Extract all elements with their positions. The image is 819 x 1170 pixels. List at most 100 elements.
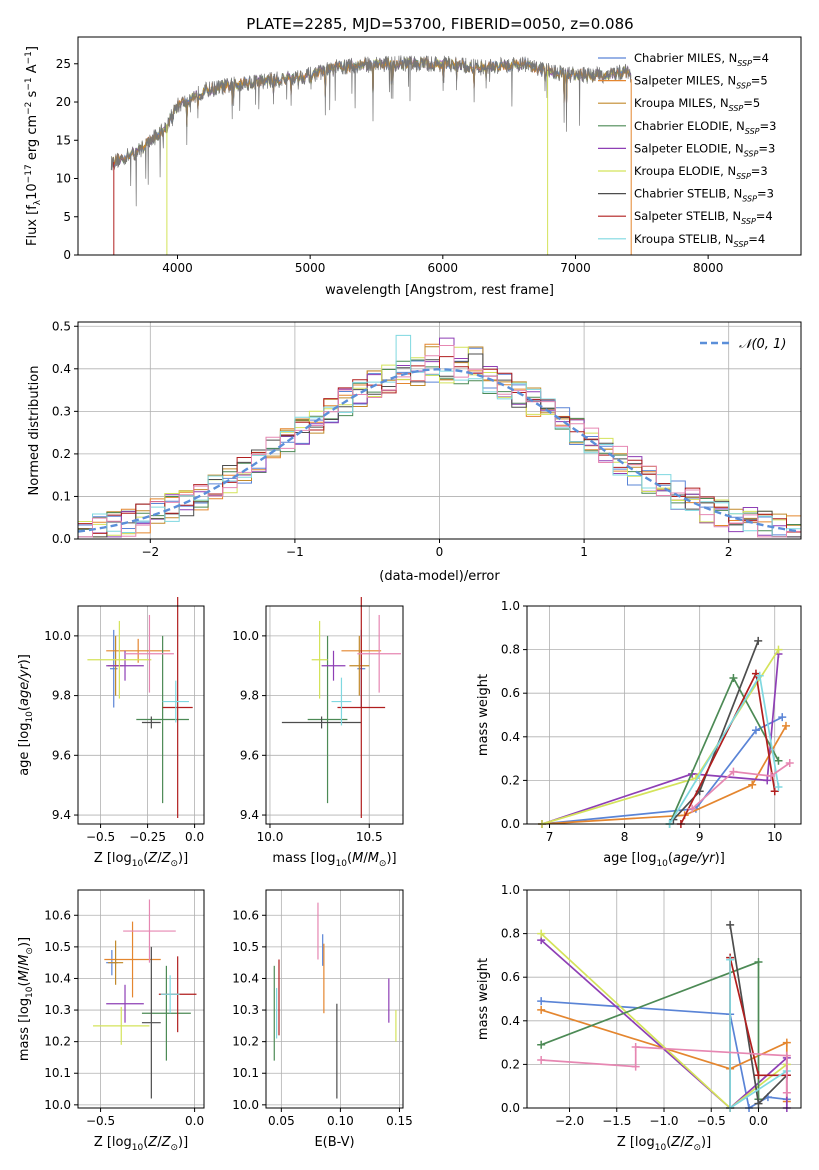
weight-marker — [754, 1071, 763, 1080]
y-axis-label: mass weight — [476, 958, 491, 1040]
legend-label: Chabrier STELIB, NSSP=3 — [634, 187, 774, 204]
x-tick-label: 0.15 — [386, 1114, 413, 1128]
age_vs_mass-frame: 10.0 10.5 9.4 9.6 9.8 10.0 — [232, 605, 404, 844]
weight-marker — [782, 1038, 791, 1047]
y-tick-label: 10.4 — [44, 971, 71, 985]
y-tick-label: 10.6 — [232, 908, 259, 922]
histogram-lines — [78, 334, 801, 538]
weight-marker — [782, 1088, 791, 1097]
legend-label: Salpeter MILES, NSSP=5 — [634, 74, 768, 91]
y-tick-label: 10.6 — [44, 908, 71, 922]
data-spectrum-line — [110, 55, 632, 207]
y-tick-label: 10.2 — [232, 1035, 259, 1049]
axes-frame — [77, 36, 802, 256]
legend-label: Kroupa ELODIE, NSSP=3 — [634, 164, 768, 181]
y-tick-label: 0.8 — [501, 927, 520, 941]
y-axis-label: mass [log10(M/M⊙)] — [17, 937, 35, 1061]
weight-marker — [774, 645, 783, 654]
y-tick-label: 0.1 — [52, 489, 71, 503]
weight-series-line — [541, 725, 787, 825]
weight_vs_age-frame: 7 8 9 10 0.0 0.2 0.4 0.6 0.8 1.0 — [501, 599, 802, 844]
y-tick-label: 0.5 — [52, 319, 71, 333]
weight-marker — [537, 929, 546, 938]
weight-marker — [785, 758, 794, 767]
y-tick-label: 10 — [56, 172, 71, 186]
x-tick-label: 0.0 — [185, 1114, 204, 1128]
x-tick-label: 9 — [696, 830, 704, 844]
x-tick-label: 7000 — [560, 261, 591, 275]
y-tick-label: 25 — [56, 57, 71, 71]
residuals-frame: −2 −1 0 1 2 0.0 0.1 0.2 0.3 0.4 0.5 — [52, 319, 802, 559]
y-tick-label: 0.2 — [501, 773, 520, 787]
y-tick-label: 10.3 — [44, 1003, 71, 1017]
weight-marker — [770, 787, 779, 796]
x-tick-label: 10.0 — [257, 830, 284, 844]
weight-marker — [726, 955, 735, 964]
x-tick-label: 6000 — [428, 261, 459, 275]
axes-frame — [77, 889, 205, 1109]
axes-frame — [77, 605, 205, 825]
weight-marker — [754, 636, 763, 645]
legend-label: Salpeter STELIB, NSSP=4 — [634, 209, 773, 226]
y-tick-label: 0.0 — [52, 532, 71, 546]
weight-marker — [751, 726, 760, 735]
gaussian-curve — [78, 368, 799, 533]
x-tick-label: 8000 — [693, 261, 724, 275]
x-tick-label: −0.5 — [86, 830, 115, 844]
y-tick-label: 0.6 — [501, 686, 520, 700]
weight-marker — [766, 772, 775, 781]
x-axis-label: Z [log10(Z/Z⊙)] — [94, 1135, 188, 1153]
age_vs_mass-axes — [266, 606, 403, 824]
residual-legend: 𝒩(0, 1) — [700, 337, 786, 352]
y-tick-label: 9.8 — [240, 689, 259, 703]
y-tick-label: 0.2 — [501, 1057, 520, 1071]
weight-marker — [631, 1062, 640, 1071]
weight-marker — [754, 957, 763, 966]
y-tick-label: 0.0 — [501, 817, 520, 831]
histogram-step — [78, 345, 801, 538]
weight-marker — [755, 671, 764, 680]
y-tick-label: 10.5 — [44, 940, 71, 954]
y-tick-label: 10.2 — [44, 1035, 71, 1049]
weight_vs_age-series — [538, 636, 794, 828]
axes-frame — [526, 605, 802, 825]
x-tick-label: 0.0 — [749, 1114, 768, 1128]
legend-label: Kroupa MILES, NSSP=5 — [634, 96, 760, 113]
x-tick-label: 0.0 — [185, 830, 204, 844]
x-tick-label: 7 — [546, 830, 554, 844]
weight-series-line — [541, 653, 780, 825]
weight-series-line — [540, 960, 760, 1100]
x-tick-label: −0.5 — [697, 1114, 726, 1128]
age_vs_mass-points — [281, 597, 402, 819]
weight-marker — [537, 1005, 546, 1014]
weight-marker — [774, 782, 783, 791]
y-tick-label: 10.4 — [232, 971, 259, 985]
mass_vs_Z-points — [93, 899, 197, 1099]
age_vs_Z-axes — [78, 606, 204, 824]
x-tick-label: 8 — [621, 830, 629, 844]
y-tick-label: 10.3 — [232, 1003, 259, 1017]
x-tick-label: −1.0 — [649, 1114, 678, 1128]
weight-marker — [537, 1056, 546, 1065]
spectrum-lines — [110, 55, 632, 255]
weight_vs_Z-frame: −2.0 −1.5 −1.0 −0.5 0.0 0.0 0.2 0.4 0.6 0.8 1.0 — [501, 883, 802, 1128]
histogram-step — [78, 334, 801, 538]
weight-series-line — [680, 670, 776, 825]
weight-marker — [537, 1040, 546, 1049]
x-tick-label: 0.05 — [268, 1114, 295, 1128]
spectrum-legend: Chabrier MILES, NSSP=4 Salpeter MILES, NS… — [598, 51, 776, 249]
mass_vs_Z-axes — [78, 890, 204, 1108]
x-tick-label: 10.5 — [356, 830, 383, 844]
weight-marker — [631, 1042, 640, 1051]
x-tick-label: 5000 — [295, 261, 326, 275]
y-tick-label: 10.0 — [232, 1098, 259, 1112]
legend-label: Salpeter ELODIE, NSSP=3 — [634, 141, 775, 158]
y-tick-label: 9.8 — [52, 689, 71, 703]
weight-marker — [754, 1099, 763, 1108]
mass_vs_ebv-frame: 0.05 0.10 0.15 10.0 10.1 10.2 10.3 10.4 10.5 10.6 — [232, 889, 413, 1128]
y-tick-label: 10.5 — [232, 940, 259, 954]
y-tick-label: 20 — [56, 95, 71, 109]
y-tick-label: 0.4 — [501, 1014, 520, 1028]
x-axis-label: Z [log10(Z/Z⊙)] — [94, 851, 188, 869]
